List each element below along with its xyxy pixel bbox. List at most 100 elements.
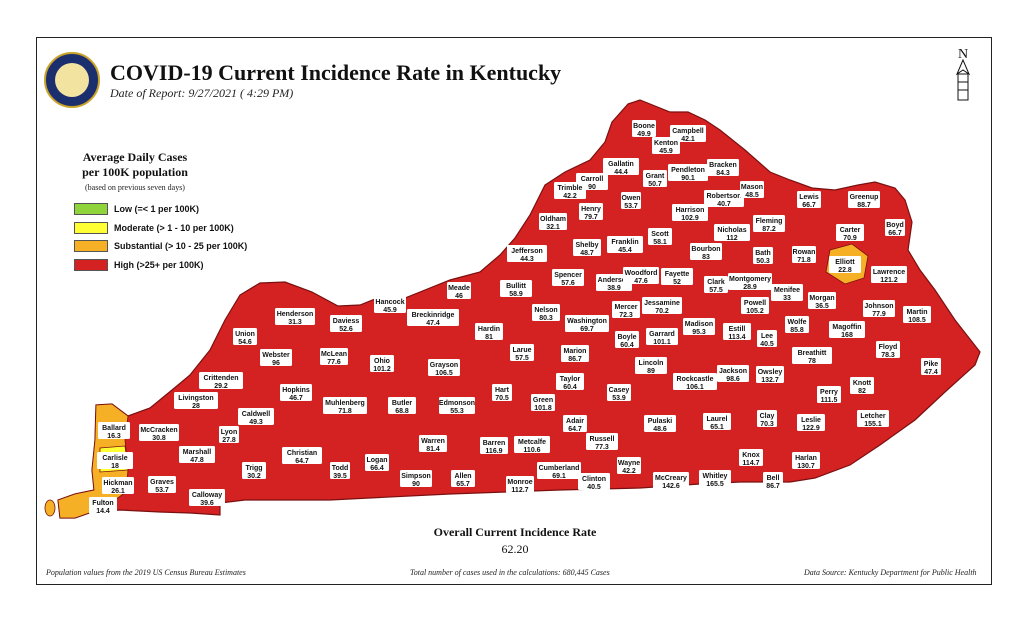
county-label-bg [863, 300, 895, 317]
county-name: Perry [820, 389, 838, 396]
county-label-bg [668, 164, 708, 181]
county-label-bg [475, 323, 503, 340]
county-label-bg [885, 219, 905, 236]
county-label-bg [714, 224, 750, 241]
county-label-bg [635, 357, 667, 374]
county-rate: 130.7 [797, 463, 815, 470]
county-label-bg [388, 397, 416, 414]
county-name: Magoffin [832, 324, 861, 331]
county-name: Mason [741, 184, 763, 191]
legend-swatch-substantial [74, 239, 108, 252]
county-rate: 49.9 [637, 131, 651, 138]
county-name: Whitley [703, 473, 728, 480]
county-name: Boone [633, 123, 655, 130]
county-name: Fleming [756, 218, 783, 225]
county-label-bg [785, 316, 809, 333]
county-label-bg [829, 321, 865, 338]
county-rate: 77.6 [327, 359, 341, 366]
county-label-bg [561, 345, 589, 362]
county-rate: 98.6 [726, 376, 740, 383]
county-name: Trigg [245, 465, 262, 472]
county-rate: 36.5 [815, 303, 829, 310]
county-name: Carroll [581, 176, 604, 183]
county-rate: 29.2 [214, 383, 228, 390]
county-label-bg [617, 457, 641, 474]
county-rate: 39.6 [200, 500, 214, 507]
county-name: Pike [924, 361, 939, 368]
county-name: Ohio [374, 358, 390, 365]
county-rate: 47.6 [634, 278, 648, 285]
county-name: Rowan [793, 249, 816, 256]
county-rate: 77.9 [872, 311, 886, 318]
county-label-bg [792, 452, 820, 469]
county-name: Graves [150, 479, 174, 486]
county-rate: 78 [808, 358, 816, 365]
county-rate: 66.7 [888, 230, 902, 237]
map-title: COVID-19 Current Incidence Rate in Kentu… [110, 60, 562, 85]
county-rate: 44.4 [614, 169, 628, 176]
county-rate: 49.3 [249, 419, 263, 426]
county-rate: 71.8 [797, 257, 811, 264]
county-label-bg [643, 170, 667, 187]
county-name: Union [235, 331, 255, 338]
county-label-bg [97, 452, 133, 469]
county-name: Todd [332, 465, 349, 472]
county-name: Wolfe [788, 319, 807, 326]
county-label-bg [365, 454, 389, 471]
county-rate: 60.4 [620, 342, 634, 349]
county-rate: 132.7 [761, 377, 779, 384]
county-name: Hopkins [282, 387, 310, 394]
county-name: McCreary [655, 475, 687, 482]
county-name: Madison [685, 321, 713, 328]
county-rate: 64.7 [568, 426, 582, 433]
county-name: Russell [590, 436, 615, 443]
county-rate: 45.4 [618, 247, 632, 254]
county-name: Harlan [795, 455, 817, 462]
county-name: Lawrence [873, 269, 905, 276]
county-label-bg [506, 476, 534, 493]
county-rate: 42.2 [622, 468, 636, 475]
county-name: Grayson [430, 362, 458, 369]
county-label-bg [586, 433, 618, 450]
county-name: Rockcastle [677, 376, 714, 383]
county-name: Clinton [582, 476, 606, 483]
county-label-bg [280, 384, 312, 401]
county-name: Pulaski [648, 418, 673, 425]
county-rate: 28.9 [743, 284, 757, 291]
county-rate: 55.3 [450, 408, 464, 415]
county-label-bg [683, 318, 715, 335]
county-label-bg [644, 415, 676, 432]
kentucky-seal-logo [44, 52, 100, 108]
county-name: Martin [907, 309, 928, 316]
county-rate: 71.8 [338, 408, 352, 415]
county-name: Powell [744, 300, 766, 307]
county-name: Gallatin [608, 161, 634, 168]
footer-total-cases: Total number of cases used in the calcul… [410, 568, 610, 577]
county-label-bg [407, 309, 459, 326]
county-rate: 101.8 [534, 405, 552, 412]
county-name: Lincoln [639, 360, 664, 367]
county-name: Breathitt [798, 350, 827, 357]
county-label-bg [603, 158, 639, 175]
county-rate: 14.4 [96, 508, 110, 515]
county-name: Morgan [809, 295, 834, 302]
county-name: Caldwell [242, 411, 270, 418]
county-rate: 89 [647, 368, 655, 375]
county-rate: 105.2 [746, 308, 764, 315]
county-label-bg [330, 462, 350, 479]
county-label-bg [447, 282, 471, 299]
county-name: Hardin [478, 326, 500, 333]
county-name: Letcher [860, 413, 886, 420]
county-rate: 66.7 [802, 202, 816, 209]
county-name: Bath [755, 250, 771, 257]
county-name: Estill [729, 326, 746, 333]
county-label-bg [102, 477, 134, 494]
county-label-bg [857, 410, 889, 427]
county-rate: 86.7 [568, 356, 582, 363]
legend-title-line2: per 100K population [82, 165, 188, 179]
county-label-bg [179, 446, 215, 463]
county-name: Crittenden [204, 375, 239, 382]
county-rate: 60.4 [563, 384, 577, 391]
county-name: Simpson [401, 473, 431, 480]
